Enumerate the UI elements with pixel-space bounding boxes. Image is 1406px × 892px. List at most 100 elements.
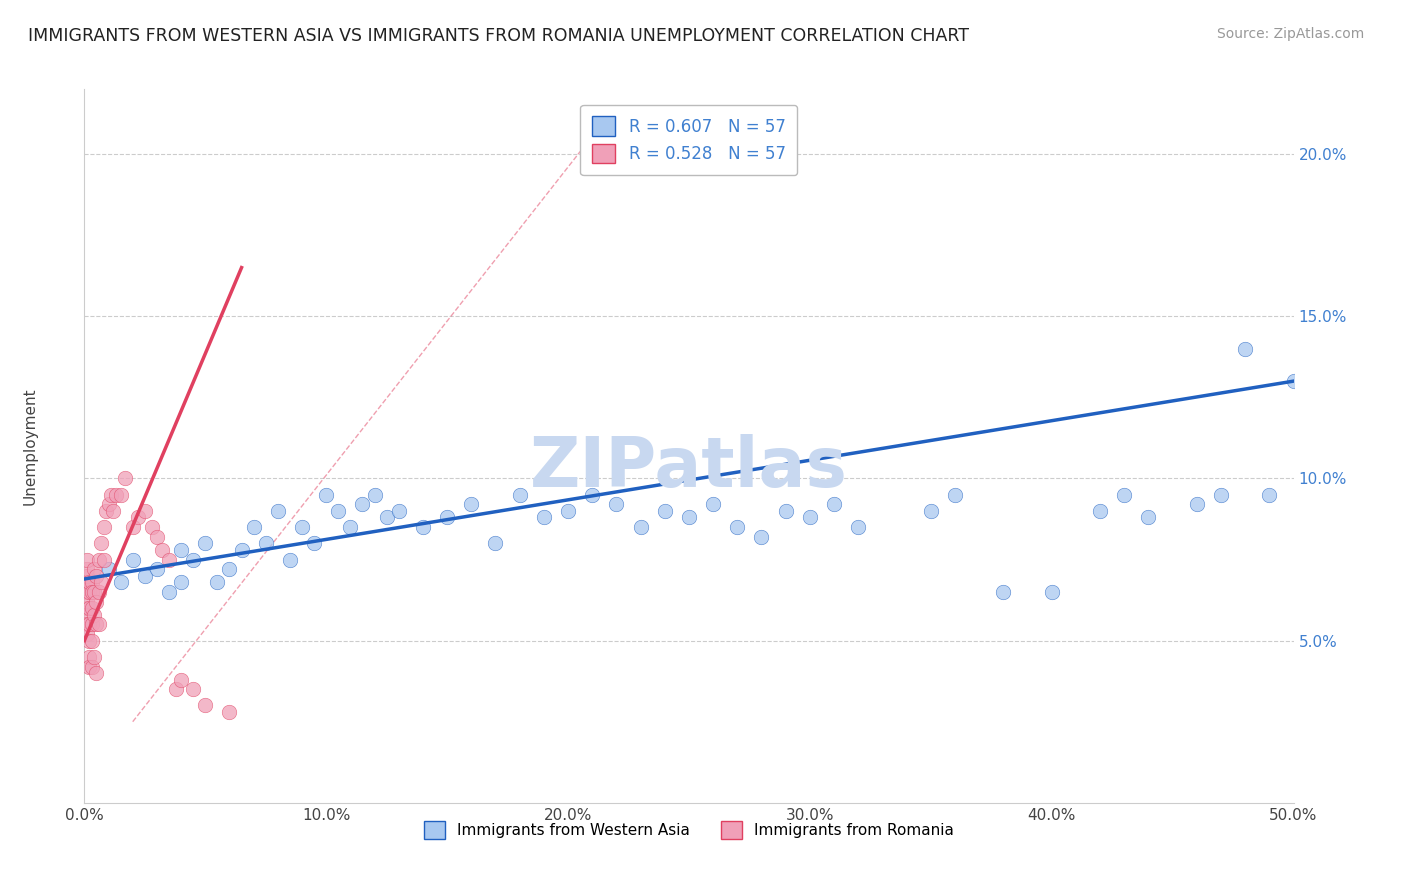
Point bbox=[110, 488, 132, 502]
Point bbox=[943, 488, 966, 502]
Point bbox=[181, 682, 204, 697]
Point bbox=[533, 510, 555, 524]
Point bbox=[1040, 585, 1063, 599]
Point bbox=[242, 520, 264, 534]
Point bbox=[678, 510, 700, 524]
Point bbox=[207, 575, 229, 590]
Point bbox=[134, 568, 156, 582]
Point bbox=[254, 536, 277, 550]
Point bbox=[76, 575, 98, 590]
Point bbox=[110, 575, 132, 590]
Point bbox=[86, 595, 108, 609]
Point bbox=[76, 595, 98, 609]
Point bbox=[93, 552, 115, 566]
Point bbox=[460, 497, 482, 511]
Point bbox=[1209, 488, 1232, 502]
Point bbox=[76, 552, 98, 566]
Point bbox=[302, 536, 325, 550]
Point bbox=[83, 649, 105, 664]
Point bbox=[80, 601, 103, 615]
Point bbox=[86, 568, 108, 582]
Point bbox=[146, 562, 169, 576]
Point bbox=[114, 471, 136, 485]
Point bbox=[76, 617, 98, 632]
Point bbox=[87, 585, 110, 599]
Point bbox=[93, 520, 115, 534]
Point bbox=[436, 510, 458, 524]
Point bbox=[76, 568, 98, 582]
Point bbox=[134, 504, 156, 518]
Point bbox=[77, 585, 100, 599]
Point bbox=[87, 552, 110, 566]
Point bbox=[1258, 488, 1281, 502]
Point bbox=[630, 520, 652, 534]
Point bbox=[100, 488, 122, 502]
Point bbox=[150, 542, 173, 557]
Point bbox=[339, 520, 361, 534]
Point bbox=[80, 575, 103, 590]
Point bbox=[725, 520, 748, 534]
Point bbox=[1088, 504, 1111, 518]
Point bbox=[194, 698, 217, 713]
Point bbox=[97, 497, 120, 511]
Text: IMMIGRANTS FROM WESTERN ASIA VS IMMIGRANTS FROM ROMANIA UNEMPLOYMENT CORRELATION: IMMIGRANTS FROM WESTERN ASIA VS IMMIGRAN… bbox=[28, 27, 969, 45]
Point bbox=[97, 562, 120, 576]
Point bbox=[86, 617, 108, 632]
Point bbox=[823, 497, 845, 511]
Point bbox=[83, 585, 105, 599]
Point bbox=[278, 552, 301, 566]
Point bbox=[77, 575, 100, 590]
Point bbox=[557, 504, 579, 518]
Point bbox=[121, 520, 143, 534]
Point bbox=[1114, 488, 1136, 502]
Point bbox=[654, 504, 676, 518]
Point bbox=[76, 627, 98, 641]
Legend: Immigrants from Western Asia, Immigrants from Romania: Immigrants from Western Asia, Immigrants… bbox=[418, 815, 960, 845]
Point bbox=[80, 585, 103, 599]
Point bbox=[702, 497, 724, 511]
Point bbox=[315, 488, 337, 502]
Point bbox=[218, 562, 240, 576]
Point bbox=[1137, 510, 1160, 524]
Point bbox=[80, 633, 103, 648]
Point bbox=[146, 530, 169, 544]
Point bbox=[103, 504, 125, 518]
Point bbox=[77, 633, 100, 648]
Point bbox=[127, 510, 149, 524]
Point bbox=[141, 520, 163, 534]
Point bbox=[77, 601, 100, 615]
Point bbox=[1234, 342, 1257, 356]
Point bbox=[218, 705, 240, 719]
Point bbox=[605, 497, 627, 511]
Point bbox=[77, 617, 100, 632]
Text: Unemployment: Unemployment bbox=[22, 387, 38, 505]
Point bbox=[846, 520, 869, 534]
Point bbox=[87, 617, 110, 632]
Point bbox=[80, 617, 103, 632]
Point bbox=[83, 607, 105, 622]
Point bbox=[181, 552, 204, 566]
Point bbox=[86, 666, 108, 681]
Point bbox=[291, 520, 314, 534]
Point bbox=[1282, 374, 1305, 388]
Point bbox=[751, 530, 773, 544]
Point bbox=[77, 649, 100, 664]
Point bbox=[509, 488, 531, 502]
Point bbox=[581, 488, 603, 502]
Point bbox=[76, 562, 98, 576]
Point bbox=[388, 504, 411, 518]
Point bbox=[94, 504, 117, 518]
Point bbox=[165, 682, 187, 697]
Point bbox=[775, 504, 797, 518]
Point bbox=[1185, 497, 1208, 511]
Point bbox=[76, 601, 98, 615]
Point bbox=[76, 585, 98, 599]
Text: Source: ZipAtlas.com: Source: ZipAtlas.com bbox=[1216, 27, 1364, 41]
Point bbox=[170, 542, 193, 557]
Point bbox=[170, 673, 193, 687]
Point bbox=[194, 536, 217, 550]
Point bbox=[412, 520, 434, 534]
Point bbox=[76, 607, 98, 622]
Point bbox=[121, 552, 143, 566]
Point bbox=[375, 510, 398, 524]
